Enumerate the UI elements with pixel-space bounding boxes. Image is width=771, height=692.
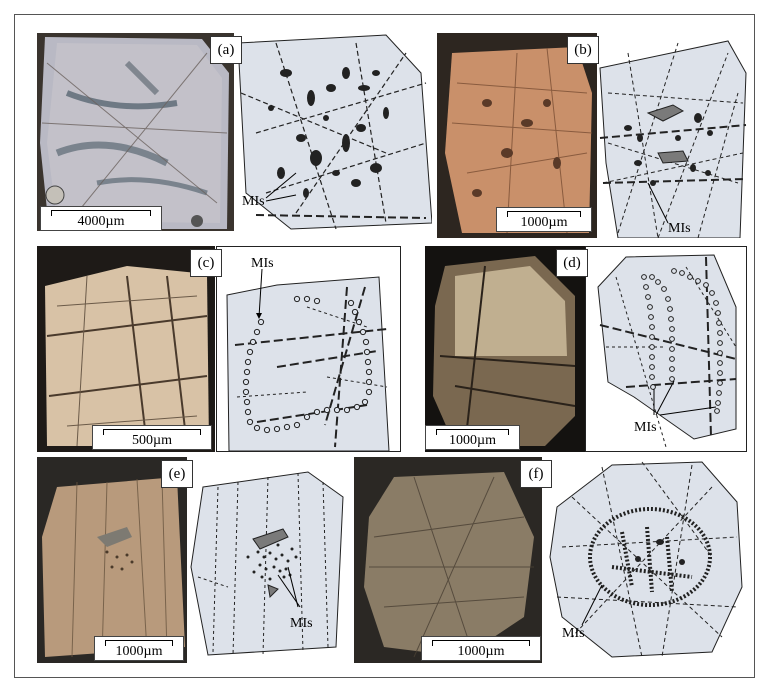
scale-bar-b: 1000µm <box>496 207 592 232</box>
panel-label-a: (a) <box>210 36 242 64</box>
scale-bar-c: 500µm <box>92 425 212 450</box>
photo-b-drawing <box>437 33 597 238</box>
sketch-d-drawing: MIs <box>597 254 737 448</box>
sketch-c: MIs <box>216 246 401 452</box>
photo-a-drawing <box>37 33 234 231</box>
photo-f-drawing <box>354 457 542 663</box>
panel-label-d: (d) <box>556 249 588 277</box>
panel-label-e: (e) <box>161 460 193 488</box>
scale-bar-f: 1000µm <box>421 636 541 661</box>
sketch-e-drawing: MIs <box>190 471 344 656</box>
mis-label-b: MIs <box>668 221 691 236</box>
mis-label-c: MIs <box>251 256 274 271</box>
sketch-d: MIs <box>585 246 747 452</box>
mis-label-d: MIs <box>634 420 657 435</box>
photo-a <box>37 33 234 231</box>
mis-label-f: MIs <box>562 626 585 641</box>
sketch-e: MIs <box>188 457 348 663</box>
photo-d-drawing <box>425 246 585 452</box>
sketch-f-drawing: MIs <box>549 461 743 658</box>
sketch-a-drawing: MIs <box>237 34 432 230</box>
photo-b <box>437 33 597 238</box>
photo-c <box>37 246 215 452</box>
panel-label-c: (c) <box>190 249 222 277</box>
photo-e <box>37 457 187 663</box>
photo-e-drawing <box>37 457 187 663</box>
sketch-c-drawing: MIs <box>226 256 390 451</box>
mis-label-e: MIs <box>290 616 313 631</box>
scale-bar-d: 1000µm <box>425 425 520 450</box>
sketch-a: MIs <box>236 33 432 231</box>
sketch-b: MIs <box>598 33 748 238</box>
panel-label-f: (f) <box>520 460 552 488</box>
sketch-b-drawing: MIs <box>599 40 747 238</box>
photo-f <box>354 457 542 663</box>
scale-bar-a: 4000µm <box>40 206 162 231</box>
scale-bar-e: 1000µm <box>94 636 184 661</box>
photo-d <box>425 246 585 452</box>
panel-label-b: (b) <box>567 36 599 64</box>
photo-c-drawing <box>37 246 215 452</box>
mis-label-a: MIs <box>242 194 265 209</box>
sketch-f: MIs <box>542 457 750 663</box>
